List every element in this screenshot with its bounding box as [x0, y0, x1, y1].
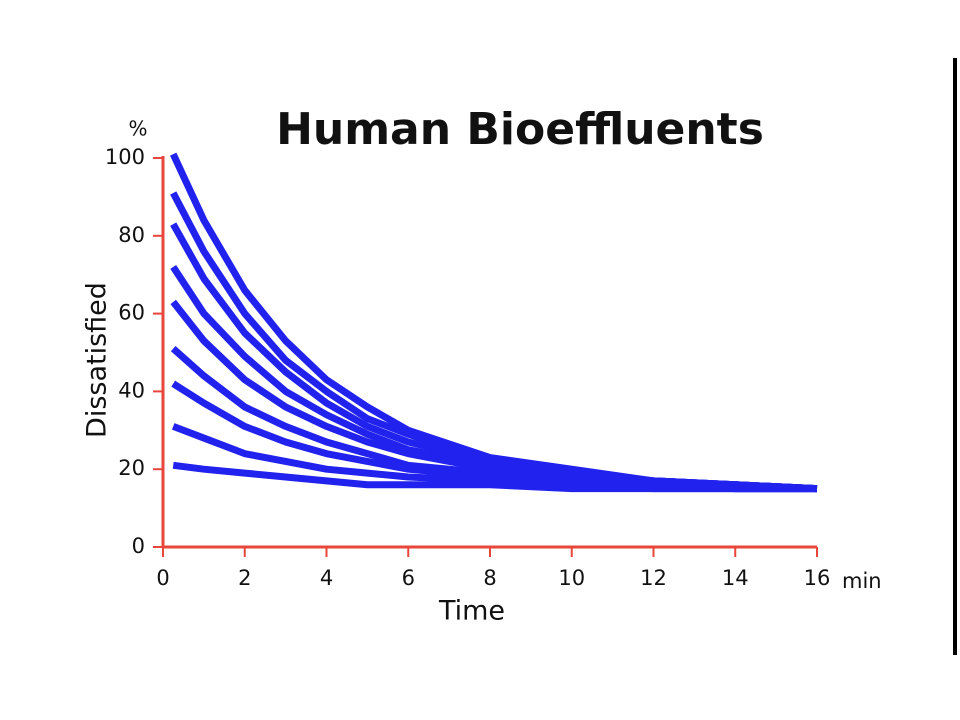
- x-tick-label: 6: [402, 566, 415, 590]
- y-unit: %: [128, 117, 147, 141]
- x-tick-label: 12: [640, 566, 667, 590]
- y-tick-label: 40: [118, 378, 145, 402]
- x-unit: min: [842, 569, 882, 593]
- y-tick-label: 0: [132, 534, 145, 558]
- x-tick-label: 8: [483, 566, 496, 590]
- y-tick-label: 60: [118, 301, 145, 325]
- x-tick-label: 10: [558, 566, 585, 590]
- x-axis-label: Time: [438, 596, 505, 627]
- chart-title: Human Bioeffluents: [276, 104, 764, 155]
- x-tick-label: 2: [238, 566, 251, 590]
- y-tick-label: 80: [118, 223, 145, 247]
- x-tick-label: 14: [722, 566, 749, 590]
- x-tick-label: 16: [804, 566, 831, 590]
- y-tick-label: 20: [118, 456, 145, 480]
- y-tick-label: 100: [105, 145, 145, 169]
- series-line: [172, 461, 817, 493]
- x-tick-label: 0: [156, 566, 169, 590]
- x-tick-label: 4: [320, 566, 333, 590]
- y-axis-label: Dissatisfied: [82, 282, 113, 438]
